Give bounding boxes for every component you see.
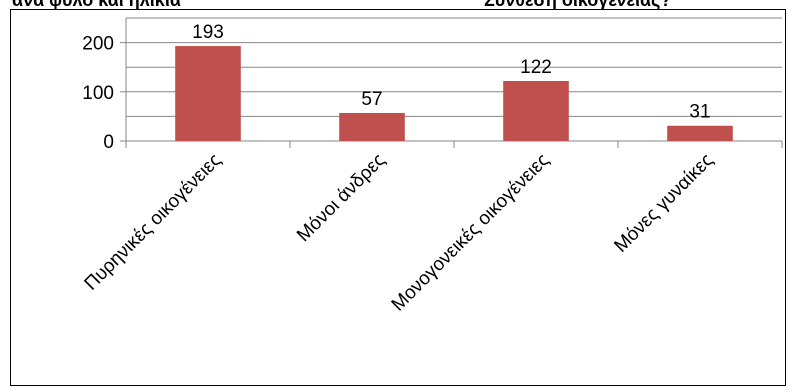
chart-title-fragment-left: ανά φύλο και ηλικία — [12, 0, 181, 10]
chart-title-fragment-right: Σύνθεση οικογένειας? — [484, 0, 672, 10]
category-label: Μόνες γυναίκες — [610, 150, 717, 257]
bar — [339, 112, 405, 141]
y-tick-label: 0 — [103, 132, 114, 153]
data-label: 57 — [361, 89, 382, 110]
category-label: Πυρηνικές οικογένειες — [81, 150, 226, 295]
y-tick-label: 200 — [82, 34, 114, 55]
chart-area — [10, 9, 786, 386]
bar — [503, 80, 569, 141]
data-label: 31 — [689, 102, 710, 123]
bar — [667, 125, 733, 141]
y-tick-label: 100 — [82, 83, 114, 104]
data-label: 193 — [192, 22, 224, 43]
bar — [175, 46, 241, 141]
data-label: 122 — [520, 57, 552, 78]
category-label: Μονογονεικές οικογένειες — [388, 150, 554, 316]
category-label: Μόνοι άνδρες — [293, 150, 389, 246]
